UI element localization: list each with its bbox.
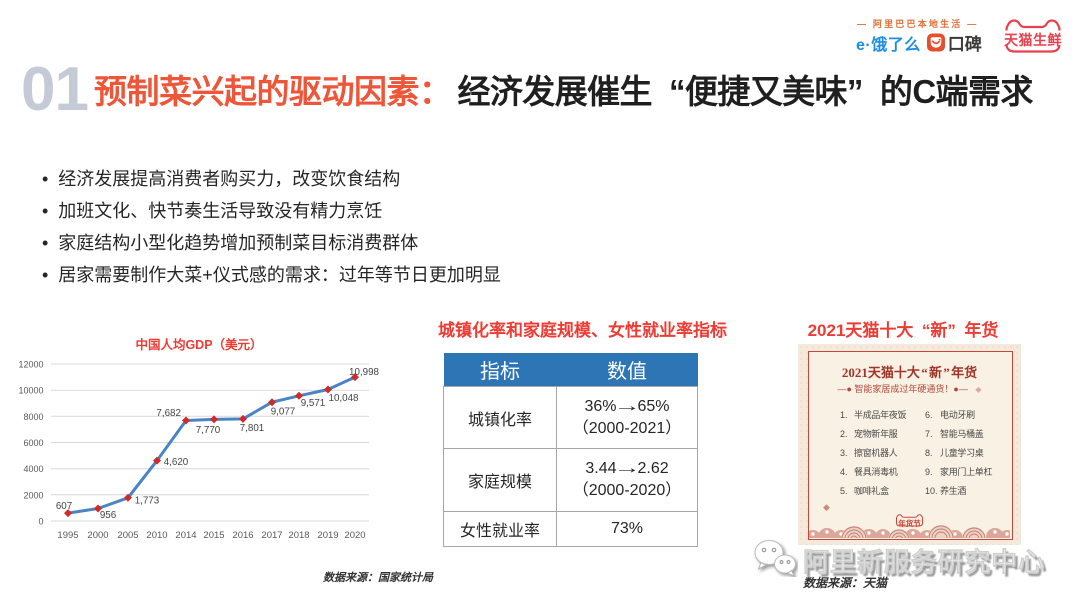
svg-text:2016: 2016	[232, 530, 253, 541]
svg-text:956: 956	[100, 510, 117, 521]
svg-text:10,998: 10,998	[349, 367, 380, 378]
svg-text:6000: 6000	[23, 438, 43, 448]
svg-text:2018: 2018	[288, 530, 309, 541]
svg-text:4,620: 4,620	[164, 457, 189, 468]
svg-text:9,077: 9,077	[271, 407, 296, 418]
svg-text:2017: 2017	[261, 530, 282, 541]
svg-text:10000: 10000	[18, 386, 43, 396]
svg-text:4000: 4000	[23, 464, 43, 474]
svg-text:2005: 2005	[117, 530, 138, 541]
svg-text:607: 607	[56, 501, 72, 512]
svg-text:2010: 2010	[146, 530, 167, 541]
svg-text:2015: 2015	[203, 530, 224, 541]
svg-text:10,048: 10,048	[329, 393, 360, 404]
svg-text:2000: 2000	[87, 530, 108, 541]
svg-text:8000: 8000	[23, 412, 43, 422]
svg-text:1,773: 1,773	[135, 496, 160, 507]
svg-text:2019: 2019	[317, 530, 338, 541]
svg-text:2000: 2000	[23, 490, 43, 500]
svg-text:7,682: 7,682	[156, 408, 181, 419]
svg-text:1995: 1995	[57, 530, 78, 541]
svg-text:0: 0	[38, 517, 43, 527]
svg-text:2014: 2014	[175, 530, 196, 541]
svg-text:9,571: 9,571	[301, 398, 326, 409]
svg-text:2020: 2020	[344, 530, 365, 541]
svg-text:12000: 12000	[18, 360, 43, 370]
svg-text:7,801: 7,801	[240, 423, 265, 434]
svg-text:7,770: 7,770	[196, 425, 221, 436]
svg-text:中国人均GDP（美元）: 中国人均GDP（美元）	[135, 337, 262, 352]
